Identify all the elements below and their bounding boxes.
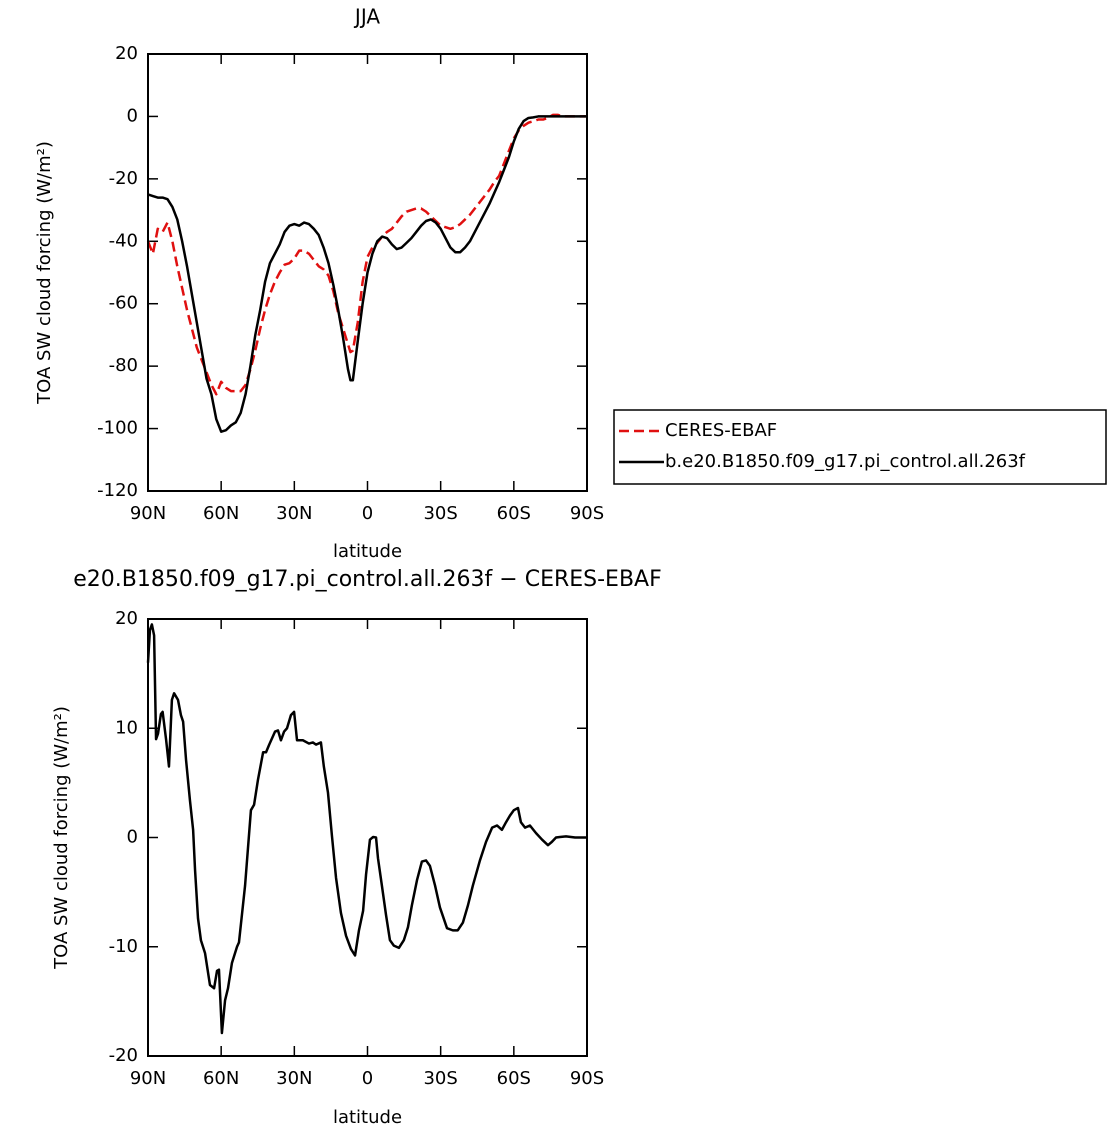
y-tick-label: -40 (109, 230, 138, 251)
y-tick-label: -10 (109, 936, 138, 957)
x-tick-label: 90N (130, 1068, 166, 1089)
x-tick-label: 90S (570, 1068, 604, 1089)
x-tick-label: 30S (423, 1068, 457, 1089)
y-tick-label: 0 (127, 105, 138, 126)
x-tick-label: 60S (497, 503, 531, 524)
plot-frame (147, 618, 588, 1057)
legend-label: CERES-EBAF (665, 420, 777, 441)
plot-frame (147, 53, 588, 492)
chart-title: e20.B1850.f09_g17.pi_control.all.263f − … (73, 567, 662, 592)
x-tick-label: 60N (203, 503, 239, 524)
y-tick-label: -80 (109, 355, 138, 376)
y-tick-label: -120 (97, 480, 138, 501)
x-axis-label: latitude (333, 541, 402, 562)
y-tick-label: 10 (115, 717, 138, 738)
x-tick-label: 30S (423, 503, 457, 524)
y-tick-label: 0 (127, 827, 138, 848)
x-tick-label: 90N (130, 503, 166, 524)
y-tick-label: 20 (115, 608, 138, 629)
x-tick-label: 60S (497, 1068, 531, 1089)
x-tick-label: 60N (203, 1068, 239, 1089)
x-tick-label: 90S (570, 503, 604, 524)
data-line (147, 115, 587, 433)
y-axis-label: TOA SW cloud forcing (W/m²) (51, 706, 72, 970)
data-line (146, 623, 587, 1035)
chart-title: JJA (353, 5, 380, 29)
x-tick-label: 0 (362, 1068, 373, 1089)
legend-label: b.e20.B1850.f09_g17.pi_control.all.263f (665, 451, 1026, 472)
data-line (146, 113, 587, 396)
y-tick-label: -100 (97, 418, 138, 439)
x-axis-label: latitude (333, 1107, 402, 1128)
x-tick-label: 30N (276, 503, 312, 524)
y-tick-label: -60 (109, 293, 138, 314)
legend-box (613, 409, 1107, 485)
x-tick-label: 0 (362, 503, 373, 524)
y-tick-label: -20 (109, 1045, 138, 1066)
y-tick-label: 20 (115, 43, 138, 64)
y-axis-label: TOA SW cloud forcing (W/m²) (34, 141, 55, 405)
x-tick-label: 30N (276, 1068, 312, 1089)
y-tick-label: -20 (109, 168, 138, 189)
